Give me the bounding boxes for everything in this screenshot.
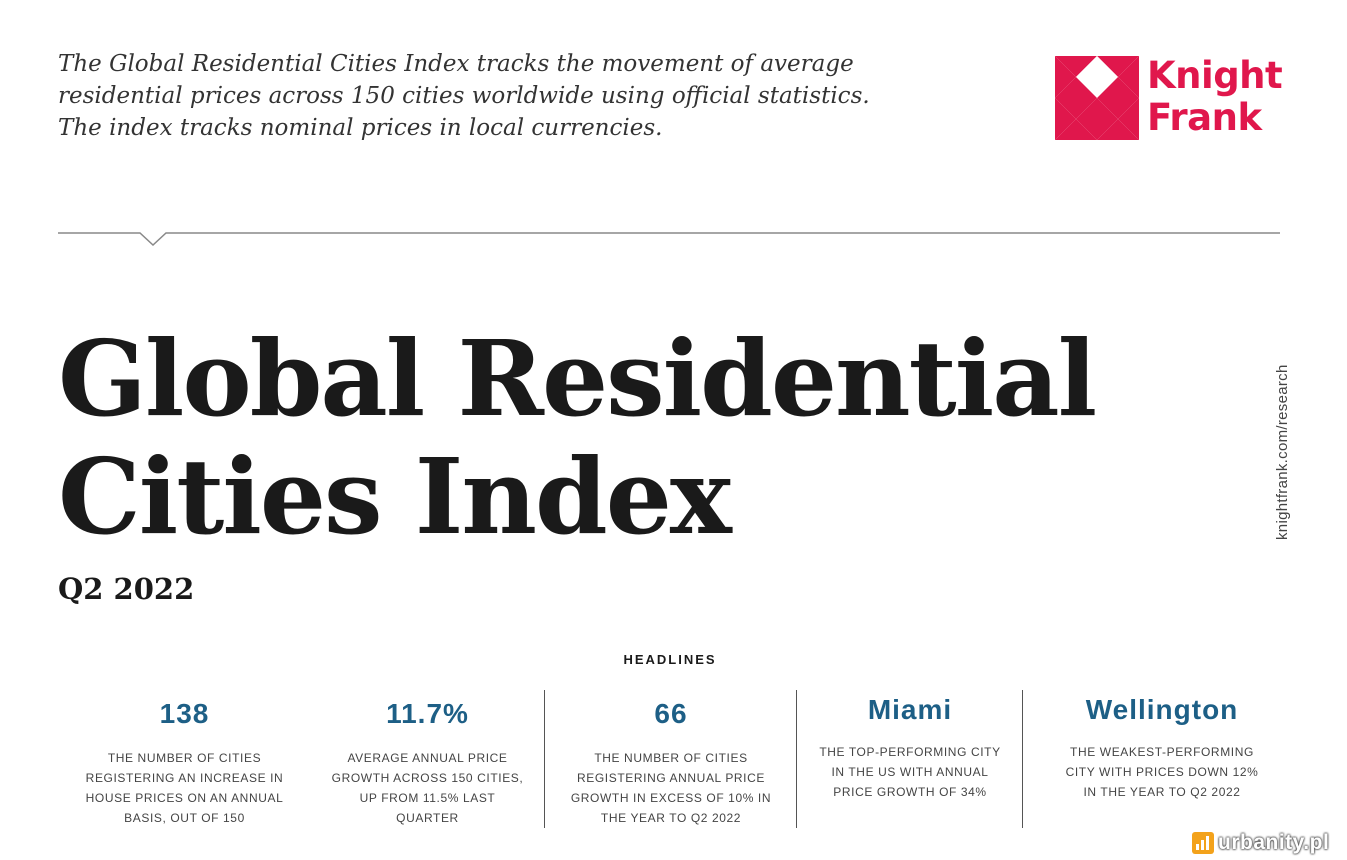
title-line-2: Cities Index: [58, 435, 732, 558]
page-title: Global Residential Cities Index: [58, 317, 1097, 558]
knight-frank-logo-mark-icon: [1055, 56, 1139, 140]
stat-average-growth: 11.7% AVERAGE ANNUAL PRICE GROWTH ACROSS…: [330, 688, 525, 828]
divider-line: [58, 232, 1280, 246]
column-divider: [1022, 690, 1023, 828]
stat-value: 138: [159, 698, 210, 729]
stat-value: 66: [654, 698, 688, 729]
bar-chart-icon: [1192, 832, 1214, 854]
intro-text: The Global Residential Cities Index trac…: [58, 51, 870, 141]
stat-cities-increase: 138 THE NUMBER OF CITIES REGISTERING AN …: [62, 688, 307, 828]
column-divider: [544, 690, 545, 828]
stat-weakest-city: Wellington THE WEAKEST-PERFORMING CITY W…: [1047, 688, 1277, 802]
stat-cities-over-10: 66 THE NUMBER OF CITIES REGISTERING ANNU…: [562, 688, 780, 828]
report-period: Q2 2022: [58, 572, 195, 606]
watermark-text: urbanity.pl: [1218, 831, 1330, 854]
stat-top-city: Miami THE TOP-PERFORMING CITY IN THE US …: [814, 688, 1006, 802]
stat-description: THE NUMBER OF CITIES REGISTERING ANNUAL …: [570, 751, 772, 825]
column-divider: [796, 690, 797, 828]
watermark: urbanity.pl: [1192, 828, 1342, 858]
stat-description: THE WEAKEST-PERFORMING CITY WITH PRICES …: [1065, 745, 1259, 799]
logo-word-knight: Knight: [1147, 54, 1283, 97]
stat-description: THE TOP-PERFORMING CITY IN THE US WITH A…: [819, 745, 1001, 799]
stat-value: Miami: [867, 694, 953, 725]
knight-frank-logo: Knight Frank: [1055, 56, 1295, 140]
headline-stats: 138 THE NUMBER OF CITIES REGISTERING AN …: [62, 688, 1292, 828]
stat-description: THE NUMBER OF CITIES REGISTERING AN INCR…: [85, 751, 284, 825]
headlines-heading: HEADLINES: [623, 652, 717, 667]
stat-value: Wellington: [1085, 694, 1239, 725]
stat-description: AVERAGE ANNUAL PRICE GROWTH ACROSS 150 C…: [331, 751, 524, 825]
stat-value: 11.7%: [386, 698, 469, 729]
title-line-1: Global Residential: [58, 317, 1097, 440]
research-url-link[interactable]: knightfrank.com/research: [1274, 364, 1291, 540]
logo-word-frank: Frank: [1147, 96, 1262, 139]
